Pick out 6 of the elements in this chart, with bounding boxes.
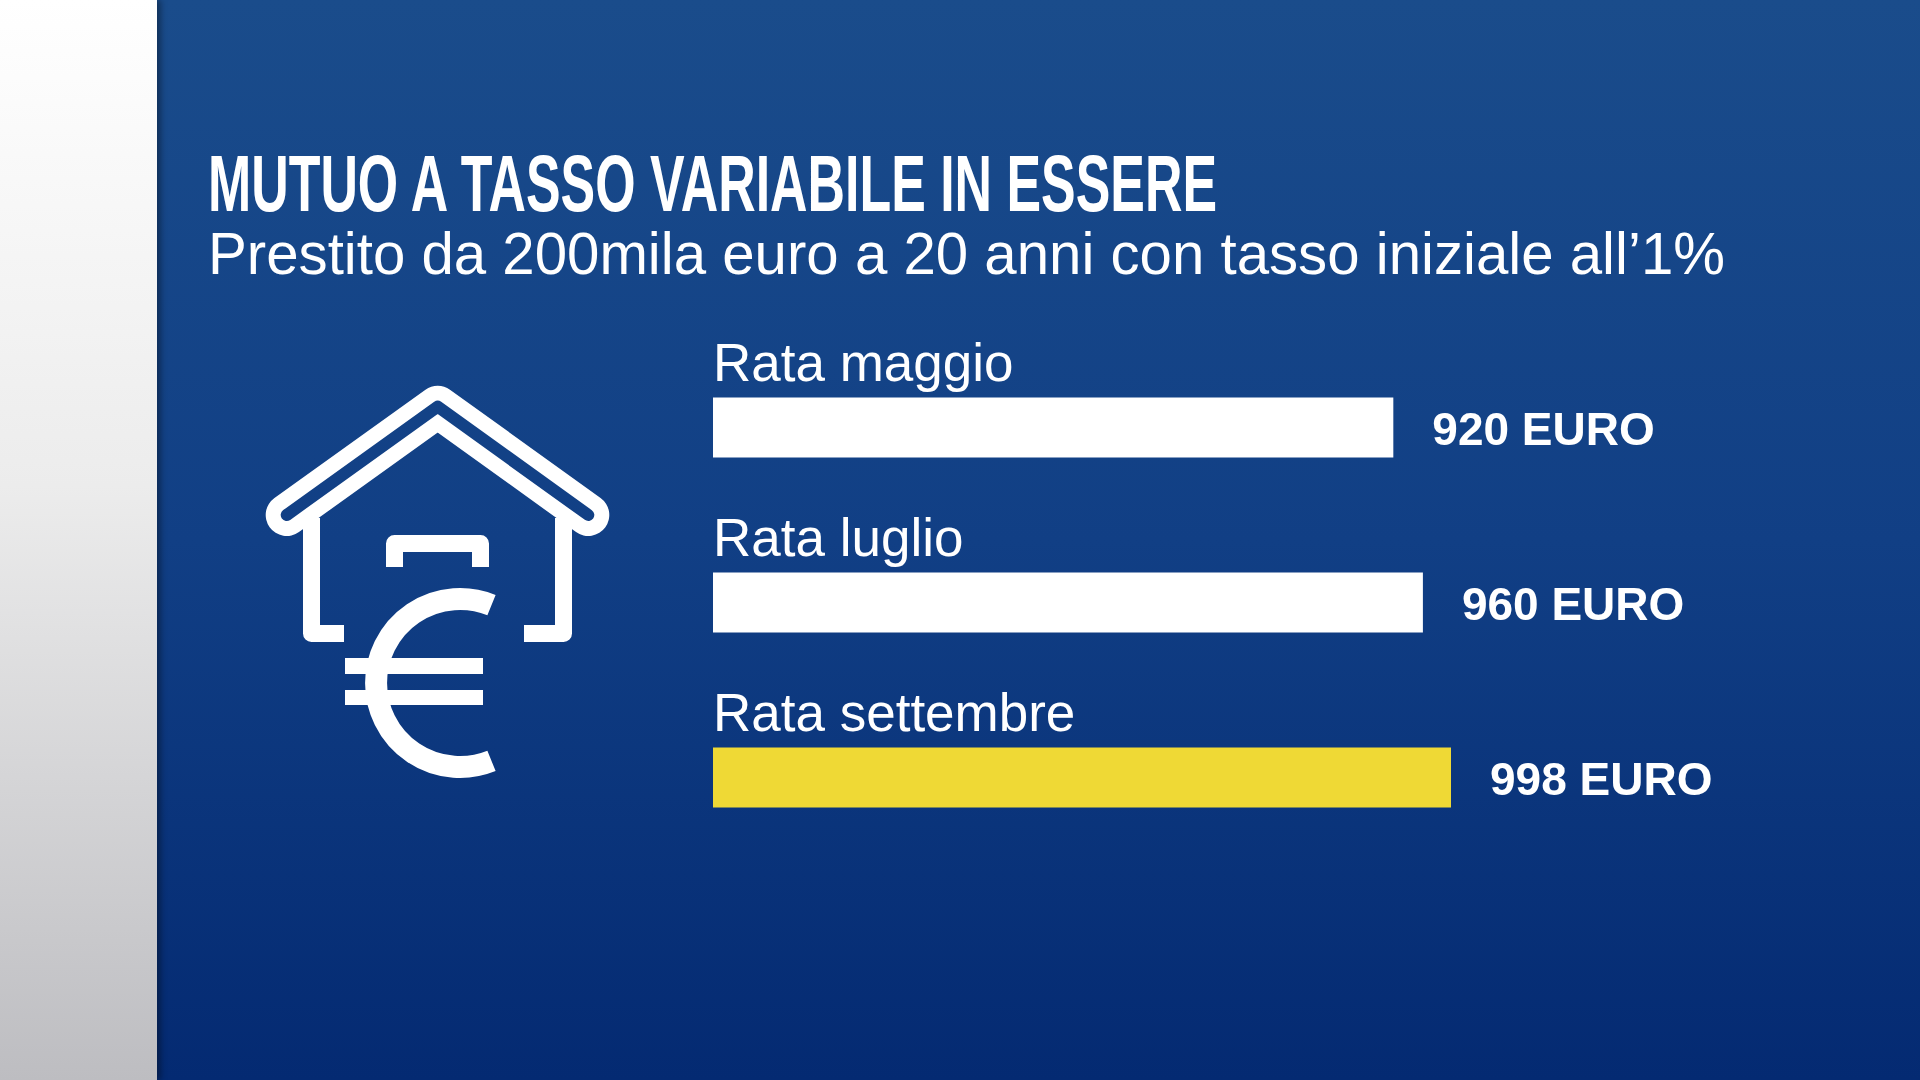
data-label: 960 EURO: [1461, 577, 1685, 630]
y-tick-label: Rata maggio: [713, 332, 1014, 392]
y-tick-label: Rata luglio: [713, 507, 964, 567]
y-tick-label: Rata settembre: [713, 682, 1076, 742]
data-label: 920 EURO: [1432, 402, 1655, 455]
data-label: 998 EURO: [1490, 752, 1713, 805]
